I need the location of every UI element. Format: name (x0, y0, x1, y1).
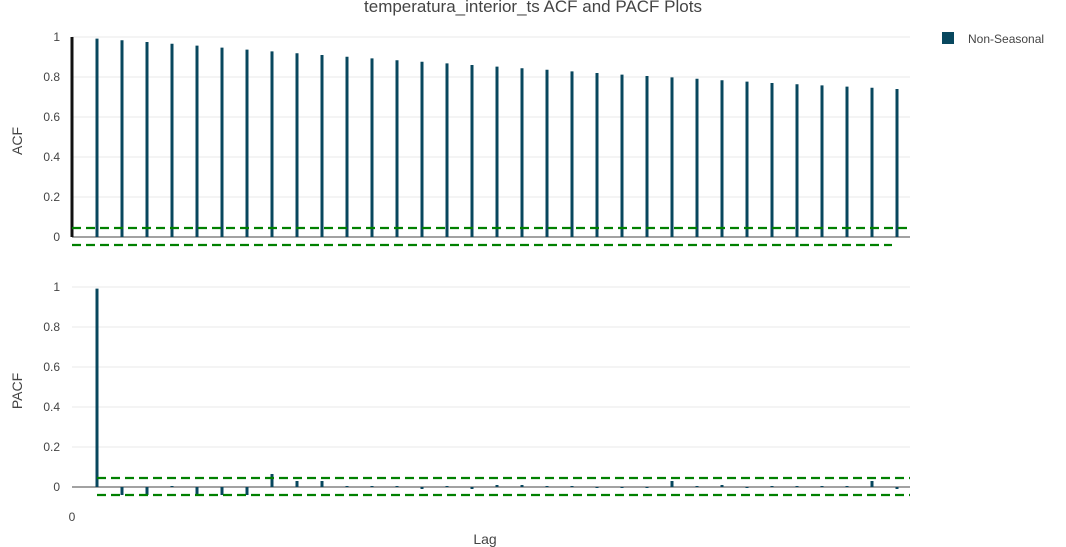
acf-y-tick-label: 0.8 (43, 70, 60, 84)
acf-panel: 0 0.2 0.4 0.6 0.8 1 ACF (9, 30, 910, 247)
pacf-y-tick-label: 0.6 (43, 360, 60, 374)
x-axis-ticks: 0 (69, 510, 76, 524)
pacf-y-tick-label: 0 (53, 480, 60, 494)
acf-y-tick-label: 1 (53, 30, 60, 44)
acf-y-tick-label: 0.6 (43, 110, 60, 124)
pacf-panel: 0 0.2 0.4 0.6 0.8 1 PACF (9, 280, 910, 497)
pacf-y-axis-label: PACF (9, 373, 25, 409)
legend[interactable]: Non-Seasonal (942, 32, 1044, 46)
x-axis-label: Lag (473, 531, 496, 547)
x-tick-label: 0 (69, 510, 76, 524)
legend-label[interactable]: Non-Seasonal (968, 32, 1044, 46)
chart-title: temperatura_interior_ts ACF and PACF Plo… (364, 0, 702, 16)
acf-y-tick-label: 0 (53, 230, 60, 244)
pacf-y-tick-label: 1 (53, 280, 60, 294)
pacf-y-tick-label: 0.2 (43, 440, 60, 454)
acf-y-tick-label: 0.2 (43, 190, 60, 204)
pacf-y-tick-label: 0.4 (43, 400, 60, 414)
pacf-y-tick-label: 0.8 (43, 320, 60, 334)
acf-y-axis-label: ACF (9, 127, 25, 155)
legend-swatch[interactable] (942, 32, 954, 44)
acf-y-tick-label: 0.4 (43, 150, 60, 164)
